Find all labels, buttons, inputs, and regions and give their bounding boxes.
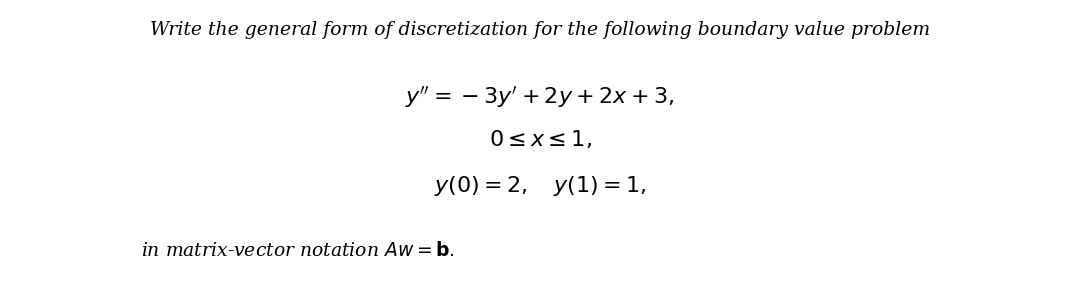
Text: Write the general form of discretization for the following boundary value proble: Write the general form of discretization…: [150, 21, 930, 39]
Text: $y(0) = 2, \quad y(1) = 1,$: $y(0) = 2, \quad y(1) = 1,$: [433, 174, 647, 198]
Text: $0 \leq x \leq 1,$: $0 \leq x \leq 1,$: [488, 129, 592, 151]
Text: $y'' = -3y' + 2y + 2x + 3,$: $y'' = -3y' + 2y + 2x + 3,$: [405, 85, 675, 110]
Text: in matrix-vector notation $Aw = \mathbf{b}.$: in matrix-vector notation $Aw = \mathbf{…: [141, 241, 455, 260]
